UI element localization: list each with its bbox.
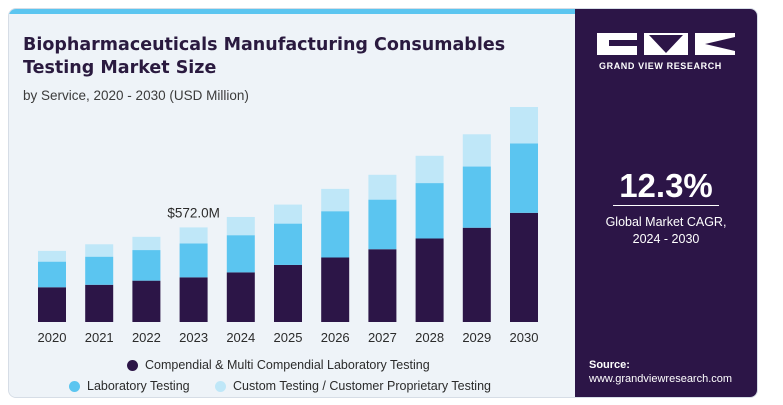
- x-tick-label-2028: 2028: [415, 330, 444, 345]
- legend-item-custom: Custom Testing / Customer Proprietary Te…: [215, 379, 491, 393]
- cagr-label-line2: 2024 - 2030: [632, 232, 700, 246]
- bar-compendial-2028: [415, 238, 444, 322]
- bar-custom-2026: [321, 188, 350, 212]
- brand-panel: GRAND VIEW RESEARCH 12.3% Global Market …: [575, 9, 757, 397]
- x-tick-label-2024: 2024: [226, 330, 255, 345]
- bar-compendial-2027: [368, 249, 397, 322]
- bar-laboratory-2025: [274, 223, 302, 265]
- legend-swatch-custom: [215, 380, 226, 392]
- source-label: Source:: [589, 359, 630, 371]
- bar-compendial-2024: [226, 272, 255, 322]
- legend-item-compendial: Compendial & Multi Compendial Laboratory…: [127, 358, 430, 372]
- bar-custom-2020: [38, 250, 66, 262]
- x-tick-label-2023: 2023: [179, 330, 208, 345]
- bar-laboratory-2030: [510, 143, 538, 213]
- cagr-value: 12.3%: [619, 167, 713, 204]
- x-tick-label-2027: 2027: [368, 330, 397, 345]
- data-label-2023: $572.0M: [167, 205, 220, 220]
- chart-subtitle: by Service, 2020 - 2030 (USD Million): [23, 88, 249, 103]
- bar-compendial-2022: [132, 280, 161, 322]
- x-tick-label-2029: 2029: [462, 330, 491, 345]
- legend-label-compendial: Compendial & Multi Compendial Laboratory…: [145, 358, 430, 372]
- bar-custom-2030: [510, 107, 538, 144]
- bar-custom-2022: [132, 236, 161, 251]
- bar-laboratory-2026: [321, 211, 350, 258]
- bar-custom-2025: [274, 204, 302, 224]
- bar-compendial-2025: [274, 264, 302, 322]
- bar-custom-2023: [179, 227, 208, 244]
- x-tick-label-2026: 2026: [321, 330, 350, 345]
- bar-compendial-2021: [85, 284, 114, 322]
- bar-custom-2021: [85, 244, 114, 257]
- bar-compendial-2026: [321, 257, 350, 322]
- bar-compendial-2020: [38, 287, 66, 322]
- bar-compendial-2029: [462, 227, 491, 322]
- legend-swatch-compendial: [127, 359, 138, 371]
- bar-custom-2027: [368, 174, 397, 200]
- grand-view-research-logo: [597, 33, 735, 55]
- bar-custom-2028: [415, 155, 444, 184]
- bar-laboratory-2029: [462, 166, 491, 228]
- cagr-label-line1: Global Market CAGR,: [605, 215, 727, 229]
- x-tick-label-2022: 2022: [132, 330, 161, 345]
- bar-laboratory-2028: [415, 183, 444, 239]
- brand-name: GRAND VIEW RESEARCH: [599, 61, 722, 71]
- chart-title: Biopharmaceuticals Manufacturing Consuma…: [23, 35, 506, 78]
- bar-chart: 2020 2021 2022 2023 $572.0M 2024 2025 2026 2027 2…: [38, 107, 539, 345]
- cagr-divider: [613, 205, 719, 206]
- x-tick-label-2020: 2020: [38, 330, 67, 345]
- legend-swatch-laboratory: [69, 380, 80, 392]
- bar-laboratory-2021: [85, 256, 114, 285]
- bar-laboratory-2024: [226, 235, 255, 273]
- cagr-label: Global Market CAGR, 2024 - 2030: [575, 214, 757, 248]
- legend-label-custom: Custom Testing / Customer Proprietary Te…: [233, 379, 491, 393]
- bar-laboratory-2020: [38, 261, 66, 288]
- bar-compendial-2030: [510, 212, 538, 322]
- chart-card: Biopharmaceuticals Manufacturing Consuma…: [8, 8, 758, 398]
- accent-bar: [9, 9, 575, 14]
- source: Source: www.grandviewresearch.com: [589, 358, 732, 386]
- x-tick-label-2030: 2030: [510, 330, 539, 345]
- bar-laboratory-2023: [179, 243, 208, 278]
- x-tick-label-2021: 2021: [85, 330, 114, 345]
- bar-custom-2024: [226, 216, 255, 236]
- bar-laboratory-2022: [132, 250, 161, 281]
- bar-custom-2029: [462, 134, 491, 167]
- bar-compendial-2023: [179, 277, 208, 322]
- bar-laboratory-2027: [368, 199, 397, 250]
- source-url: www.grandviewresearch.com: [589, 373, 733, 385]
- x-tick-label-2025: 2025: [274, 330, 303, 345]
- legend-label-laboratory: Laboratory Testing: [87, 379, 190, 393]
- legend-item-laboratory: Laboratory Testing: [69, 379, 190, 393]
- chart-panel: Biopharmaceuticals Manufacturing Consuma…: [9, 14, 575, 397]
